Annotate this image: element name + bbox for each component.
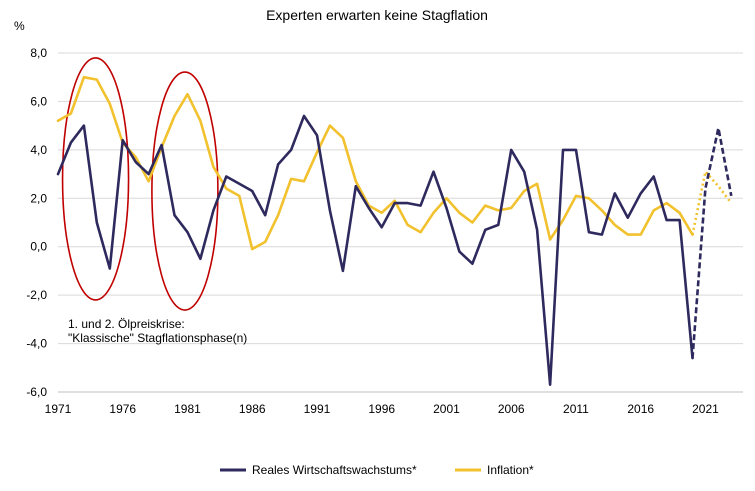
x-tick-label: 1981 — [174, 402, 201, 416]
legend-label: Reales Wirtschaftswachstums* — [252, 463, 417, 477]
y-tick-labels: 8,0 6,0 4,0 2,0 0,0 -2,0 -4,0 -6,0 — [26, 46, 47, 399]
y-tick-label: 2,0 — [30, 191, 47, 205]
x-tick-label: 2001 — [433, 402, 460, 416]
annotation-line: 1. und 2. Ölpreiskrise: — [68, 317, 185, 331]
chart-title: Experten erwarten keine Stagflation — [266, 7, 488, 23]
x-tick-label: 1976 — [109, 402, 136, 416]
highlight-ellipse — [151, 71, 219, 311]
y-tick-label: -6,0 — [26, 385, 47, 399]
highlight-ellipses — [61, 57, 219, 311]
x-tick-label: 2016 — [627, 402, 654, 416]
x-tick-label: 1986 — [239, 402, 266, 416]
series-forecast-line — [691, 170, 733, 235]
x-tick-label: 2011 — [563, 402, 589, 416]
annotation-line: "Klassische" Stagflationsphase(n) — [68, 331, 247, 345]
highlight-ellipse — [61, 57, 130, 301]
legend-label: Inflation* — [487, 463, 534, 477]
series-line — [56, 114, 694, 387]
y-tick-label: -4,0 — [26, 337, 47, 351]
y-tick-label: 4,0 — [30, 143, 47, 157]
series-line — [56, 75, 694, 251]
x-tick-label: 2006 — [498, 402, 525, 416]
x-tick-labels: 1971 1976 1981 1986 1991 1996 2001 2006 2011 2016… — [45, 402, 719, 416]
series-forecast-line — [691, 126, 733, 359]
x-tick-label: 1996 — [368, 402, 395, 416]
series-lines — [56, 75, 733, 387]
y-tick-label: 8,0 — [30, 46, 47, 60]
x-tick-label: 1991 — [304, 402, 331, 416]
x-tick-label: 2021 — [692, 402, 719, 416]
x-tick-label: 1971 — [45, 402, 72, 416]
y-axis-unit-label: % — [14, 19, 25, 33]
y-tick-label: 6,0 — [30, 94, 47, 108]
legend: Reales Wirtschaftswachstums* Inflation* — [220, 463, 534, 477]
y-tick-label: 0,0 — [30, 240, 47, 254]
annotation: 1. und 2. Ölpreiskrise:"Klassische" Stag… — [68, 317, 247, 345]
y-tick-label: -2,0 — [26, 288, 47, 302]
